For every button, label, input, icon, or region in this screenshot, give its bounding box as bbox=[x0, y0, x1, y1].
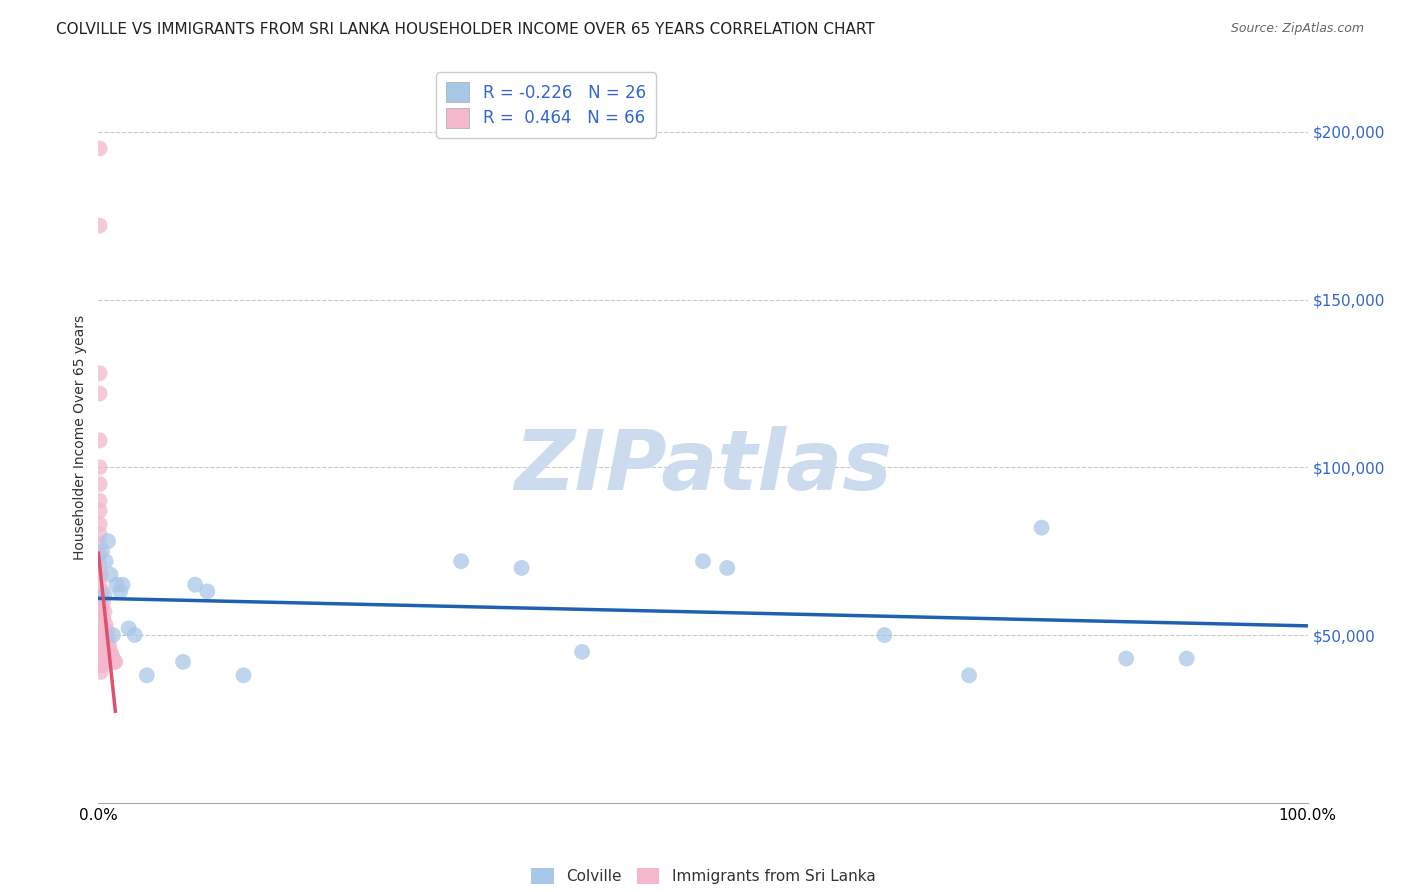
Point bbox=[98, 648, 121, 662]
Point bbox=[91, 628, 114, 642]
Point bbox=[118, 621, 141, 635]
Point bbox=[172, 655, 194, 669]
Point bbox=[89, 493, 111, 508]
Point bbox=[195, 584, 218, 599]
Point bbox=[692, 554, 714, 568]
Point bbox=[91, 648, 114, 662]
Y-axis label: Householder Income Over 65 years: Householder Income Over 65 years bbox=[73, 315, 87, 559]
Point bbox=[89, 477, 111, 491]
Point bbox=[89, 219, 111, 233]
Point bbox=[90, 605, 112, 619]
Point bbox=[873, 628, 896, 642]
Point bbox=[105, 578, 128, 592]
Point bbox=[104, 655, 127, 669]
Point bbox=[89, 142, 111, 156]
Point bbox=[91, 634, 114, 648]
Point bbox=[89, 638, 111, 652]
Point bbox=[100, 567, 122, 582]
Point bbox=[100, 655, 122, 669]
Point bbox=[91, 618, 114, 632]
Point bbox=[91, 641, 114, 656]
Point bbox=[232, 668, 254, 682]
Point bbox=[1115, 651, 1137, 665]
Point bbox=[89, 537, 111, 551]
Point bbox=[90, 632, 112, 646]
Point bbox=[94, 554, 117, 568]
Point bbox=[89, 558, 111, 572]
Point bbox=[101, 651, 124, 665]
Point bbox=[89, 567, 111, 582]
Point bbox=[96, 638, 118, 652]
Point bbox=[97, 641, 120, 656]
Point bbox=[89, 517, 111, 532]
Point bbox=[89, 460, 111, 475]
Point bbox=[91, 601, 114, 615]
Point bbox=[94, 618, 117, 632]
Point bbox=[1031, 521, 1053, 535]
Point bbox=[111, 578, 134, 592]
Point bbox=[94, 632, 117, 646]
Point bbox=[97, 534, 120, 549]
Point bbox=[90, 641, 112, 656]
Point bbox=[100, 648, 122, 662]
Point bbox=[89, 611, 111, 625]
Point bbox=[90, 588, 112, 602]
Point bbox=[90, 658, 112, 673]
Point bbox=[124, 628, 146, 642]
Point bbox=[135, 668, 157, 682]
Point bbox=[97, 632, 120, 646]
Point bbox=[89, 645, 111, 659]
Point bbox=[103, 655, 125, 669]
Point bbox=[89, 605, 111, 619]
Point bbox=[89, 624, 111, 639]
Point bbox=[100, 645, 122, 659]
Point bbox=[89, 658, 111, 673]
Point bbox=[91, 651, 114, 665]
Point bbox=[510, 561, 533, 575]
Point bbox=[957, 668, 980, 682]
Point bbox=[184, 578, 207, 592]
Point bbox=[98, 638, 121, 652]
Point bbox=[89, 386, 111, 401]
Point bbox=[93, 634, 115, 648]
Point bbox=[90, 651, 112, 665]
Text: Source: ZipAtlas.com: Source: ZipAtlas.com bbox=[1230, 22, 1364, 36]
Point bbox=[101, 628, 124, 642]
Point bbox=[108, 584, 131, 599]
Point bbox=[94, 641, 117, 656]
Point bbox=[93, 588, 115, 602]
Point bbox=[91, 611, 114, 625]
Point bbox=[716, 561, 738, 575]
Point bbox=[100, 651, 122, 665]
Point bbox=[1175, 651, 1198, 665]
Point bbox=[96, 624, 118, 639]
Point bbox=[89, 527, 111, 541]
Point bbox=[91, 544, 114, 558]
Point bbox=[89, 651, 111, 665]
Text: ZIPatlas: ZIPatlas bbox=[515, 425, 891, 507]
Point bbox=[89, 618, 111, 632]
Legend: Colville, Immigrants from Sri Lanka: Colville, Immigrants from Sri Lanka bbox=[524, 862, 882, 890]
Point bbox=[90, 567, 112, 582]
Point bbox=[91, 584, 114, 599]
Point bbox=[93, 621, 115, 635]
Point bbox=[89, 434, 111, 448]
Point bbox=[89, 588, 111, 602]
Point bbox=[89, 598, 111, 612]
Point bbox=[450, 554, 472, 568]
Point bbox=[90, 618, 112, 632]
Point bbox=[91, 594, 114, 608]
Text: COLVILLE VS IMMIGRANTS FROM SRI LANKA HOUSEHOLDER INCOME OVER 65 YEARS CORRELATI: COLVILLE VS IMMIGRANTS FROM SRI LANKA HO… bbox=[56, 22, 875, 37]
Point bbox=[571, 645, 593, 659]
Point bbox=[89, 632, 111, 646]
Point bbox=[89, 578, 111, 592]
Point bbox=[90, 665, 112, 679]
Point bbox=[93, 605, 115, 619]
Point bbox=[89, 504, 111, 518]
Point bbox=[91, 658, 114, 673]
Point bbox=[89, 548, 111, 562]
Point bbox=[89, 367, 111, 381]
